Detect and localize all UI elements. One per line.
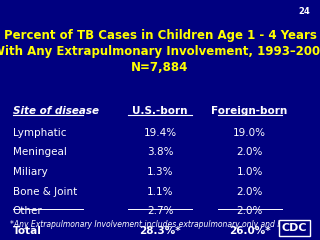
Text: Miliary: Miliary <box>13 167 48 177</box>
Text: 28.3%*: 28.3%* <box>139 226 181 236</box>
Text: 19.4%: 19.4% <box>143 128 177 138</box>
Text: *Any Extrapulmonary Involvement includes extrapulmonary only and both: *Any Extrapulmonary Involvement includes… <box>10 220 294 229</box>
Text: Other: Other <box>13 206 43 216</box>
Text: 1.3%: 1.3% <box>147 167 173 177</box>
Text: 2.0%: 2.0% <box>236 187 263 197</box>
Text: Foreign-born: Foreign-born <box>212 106 288 116</box>
Text: 3.8%: 3.8% <box>147 147 173 157</box>
Text: Total: Total <box>13 226 42 236</box>
Text: 2.7%: 2.7% <box>147 206 173 216</box>
Text: CDC: CDC <box>282 223 307 233</box>
Text: Bone & Joint: Bone & Joint <box>13 187 77 197</box>
Text: U.S.-born: U.S.-born <box>132 106 188 116</box>
Text: 1.0%: 1.0% <box>236 167 263 177</box>
Text: Site of disease: Site of disease <box>13 106 99 116</box>
Text: Lymphatic: Lymphatic <box>13 128 66 138</box>
Text: 2.0%: 2.0% <box>236 206 263 216</box>
Text: Percent of TB Cases in Children Age 1 - 4 Years
With Any Extrapulmonary Involvem: Percent of TB Cases in Children Age 1 - … <box>0 29 320 74</box>
Text: 2.0%: 2.0% <box>236 147 263 157</box>
Text: 26.0%*: 26.0%* <box>229 226 270 236</box>
Text: 1.1%: 1.1% <box>147 187 173 197</box>
Text: Meningeal: Meningeal <box>13 147 67 157</box>
Text: 24: 24 <box>299 7 310 16</box>
Text: 19.0%: 19.0% <box>233 128 266 138</box>
